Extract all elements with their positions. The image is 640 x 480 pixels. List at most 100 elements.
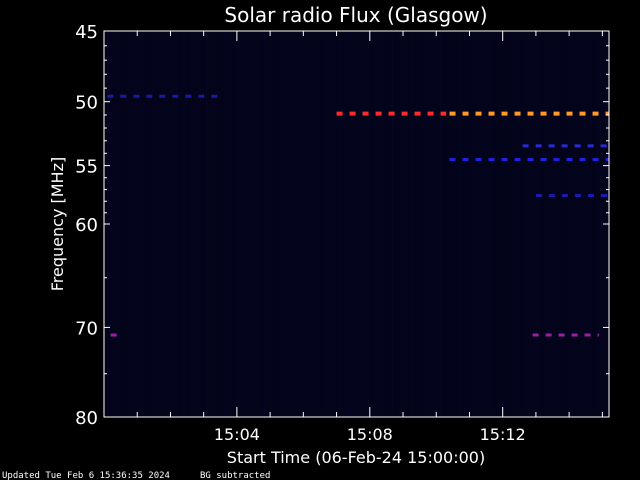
noise-streak: [269, 33, 270, 415]
y-tick-label: 50: [75, 93, 98, 114]
noise-streak: [545, 33, 546, 415]
noise-streak: [437, 33, 438, 415]
noise-streak: [245, 33, 246, 415]
noise-streak: [155, 33, 156, 415]
y-tick-label: 55: [75, 157, 98, 178]
noise-streak: [305, 33, 306, 415]
noise-streak: [188, 33, 189, 415]
noise-streak: [455, 33, 456, 415]
y-tick-label: 60: [75, 215, 98, 236]
noise-streak: [263, 33, 264, 415]
emission-bands: [107, 94, 609, 337]
noise-streak: [134, 33, 135, 415]
noise-streak: [353, 33, 354, 415]
noise-streak: [371, 33, 372, 415]
noise-streak: [119, 33, 120, 415]
noise-streak: [488, 33, 489, 415]
noise-streak: [476, 33, 477, 415]
noise-streak: [419, 33, 420, 415]
y-tick-label: 45: [75, 22, 98, 43]
noise-streak: [398, 33, 399, 415]
noise-streak: [284, 33, 285, 415]
noise-streak: [383, 33, 384, 415]
noise-streak: [467, 33, 468, 415]
noise-streak: [341, 33, 342, 415]
y-tick-label: 80: [75, 408, 98, 429]
noise-streak: [254, 33, 255, 415]
y-tick-label: 70: [75, 318, 98, 339]
noise-streak: [224, 33, 225, 415]
noise-streak: [173, 33, 174, 415]
bg-subtracted-note: BG subtracted: [200, 471, 270, 480]
noise-streak: [584, 33, 585, 415]
noise-streak: [197, 33, 198, 415]
noise-streak: [407, 33, 408, 415]
noise-streak: [590, 33, 591, 415]
noise-streak: [461, 33, 462, 415]
noise-streak: [257, 33, 258, 415]
noise-streak: [374, 33, 375, 415]
x-tick-label: 15:12: [480, 425, 526, 444]
noise-streak: [290, 33, 291, 415]
noise-streak: [116, 33, 117, 415]
noise-streak: [128, 33, 129, 415]
noise-streak: [185, 33, 186, 415]
noise-streak: [137, 33, 138, 415]
noise-streak: [572, 33, 573, 415]
x-tick-label: 15:04: [214, 425, 260, 444]
noise-streak: [326, 33, 327, 415]
noise-streak: [314, 33, 315, 415]
noise-streak: [251, 33, 252, 415]
noise-streak: [146, 33, 147, 415]
noise-streak: [512, 33, 513, 415]
noise-streak: [158, 33, 159, 415]
noise-streak: [209, 33, 210, 415]
noise-streak: [503, 33, 504, 415]
noise-streak: [404, 33, 405, 415]
noise-streak: [578, 33, 579, 415]
noise-streak: [359, 33, 360, 415]
noise-streak: [533, 33, 534, 415]
noise-streak: [236, 33, 237, 415]
noise-streak: [449, 33, 450, 415]
noise-streak: [587, 33, 588, 415]
noise-streak: [242, 33, 243, 415]
noise-streak: [479, 33, 480, 415]
noise-streak: [389, 33, 390, 415]
noise-streak: [281, 33, 282, 415]
noise-streak: [542, 33, 543, 415]
noise-streak: [602, 33, 603, 415]
noise-streak: [299, 33, 300, 415]
noise-streak: [122, 33, 123, 415]
noise-streak: [485, 33, 486, 415]
noise-streak: [215, 33, 216, 415]
noise-streaks: [107, 33, 606, 415]
noise-streak: [110, 33, 111, 415]
noise-streak: [440, 33, 441, 415]
noise-streak: [191, 33, 192, 415]
noise-streak: [365, 33, 366, 415]
noise-streak: [560, 33, 561, 415]
noise-streak: [539, 33, 540, 415]
noise-streak: [332, 33, 333, 415]
noise-streak: [494, 33, 495, 415]
noise-streak: [350, 33, 351, 415]
noise-streak: [386, 33, 387, 415]
noise-streak: [569, 33, 570, 415]
noise-streak: [362, 33, 363, 415]
noise-streak: [557, 33, 558, 415]
noise-streak: [548, 33, 549, 415]
noise-streak: [527, 33, 528, 415]
noise-streak: [212, 33, 213, 415]
noise-streak: [446, 33, 447, 415]
noise-streak: [500, 33, 501, 415]
noise-streak: [422, 33, 423, 415]
noise-streak: [473, 33, 474, 415]
noise-streak: [293, 33, 294, 415]
noise-streak: [491, 33, 492, 415]
noise-streak: [182, 33, 183, 415]
noise-streak: [308, 33, 309, 415]
noise-streak: [566, 33, 567, 415]
noise-streak: [335, 33, 336, 415]
